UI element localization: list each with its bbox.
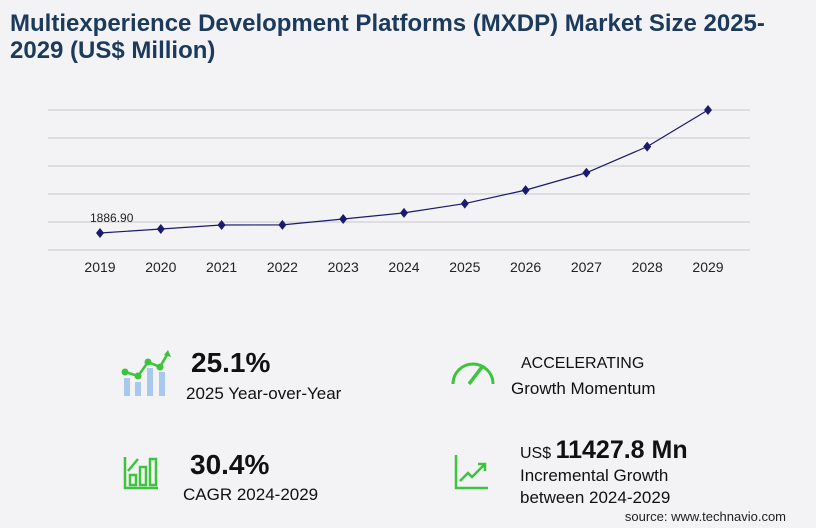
- yoy-value: 25.1%: [191, 347, 271, 378]
- speedometer-icon: [450, 358, 496, 393]
- trend-chart-icon: [454, 455, 490, 496]
- x-tick-label: 2019: [84, 259, 115, 275]
- momentum-label: Growth Momentum: [511, 379, 656, 398]
- incremental-growth-value: US$ 11427.8 Mn: [520, 436, 688, 465]
- x-tick-label: 2028: [632, 259, 663, 275]
- data-point-2023: [339, 214, 348, 225]
- x-tick-label: 2029: [692, 259, 723, 275]
- currency: US$: [520, 445, 552, 462]
- bar-growth-icon: [123, 455, 159, 496]
- x-tick-label: 2024: [388, 259, 419, 275]
- x-tick-label: 2022: [267, 259, 298, 275]
- incr-label-2: between 2024-2029: [520, 488, 671, 507]
- data-point-2021: [217, 219, 226, 230]
- data-label: 1886.90: [90, 211, 134, 225]
- data-point-2026: [521, 185, 530, 196]
- data-point-2024: [400, 207, 408, 218]
- chart-title: Multiexperience Development Platforms (M…: [10, 10, 765, 64]
- incr-label-1: Incremental Growth: [520, 466, 669, 485]
- x-tick-label: 2023: [328, 259, 359, 275]
- x-tick-label: 2020: [145, 259, 176, 275]
- x-tick-label: 2021: [206, 259, 237, 275]
- data-point-2029: [704, 105, 712, 115]
- line-chart: 2019 1886.90 2020 2021 2022 2023 2024 2025 2026 2…: [48, 105, 750, 275]
- data-point-2028: [643, 141, 652, 152]
- data-point-2020: [156, 224, 165, 235]
- yoy-label: 2025 Year-over-Year: [186, 384, 342, 403]
- cagr-label: CAGR 2024-2029: [183, 485, 319, 504]
- data-point-2019: [96, 228, 104, 239]
- cagr-value: 30.4%: [190, 449, 270, 480]
- x-tick-label: 2026: [510, 259, 541, 275]
- momentum-value: ACCELERATING: [521, 355, 645, 372]
- data-point-2025: [460, 198, 469, 209]
- yoy-icon: [120, 350, 172, 403]
- data-point-2022: [278, 219, 287, 230]
- incr-amount: 11427.8 Mn: [555, 436, 688, 464]
- x-tick-label: 2027: [571, 259, 602, 275]
- x-tick-label: 2025: [449, 259, 480, 275]
- data-point-2027: [582, 167, 591, 178]
- source-text: source: www.technavio.com: [624, 509, 786, 524]
